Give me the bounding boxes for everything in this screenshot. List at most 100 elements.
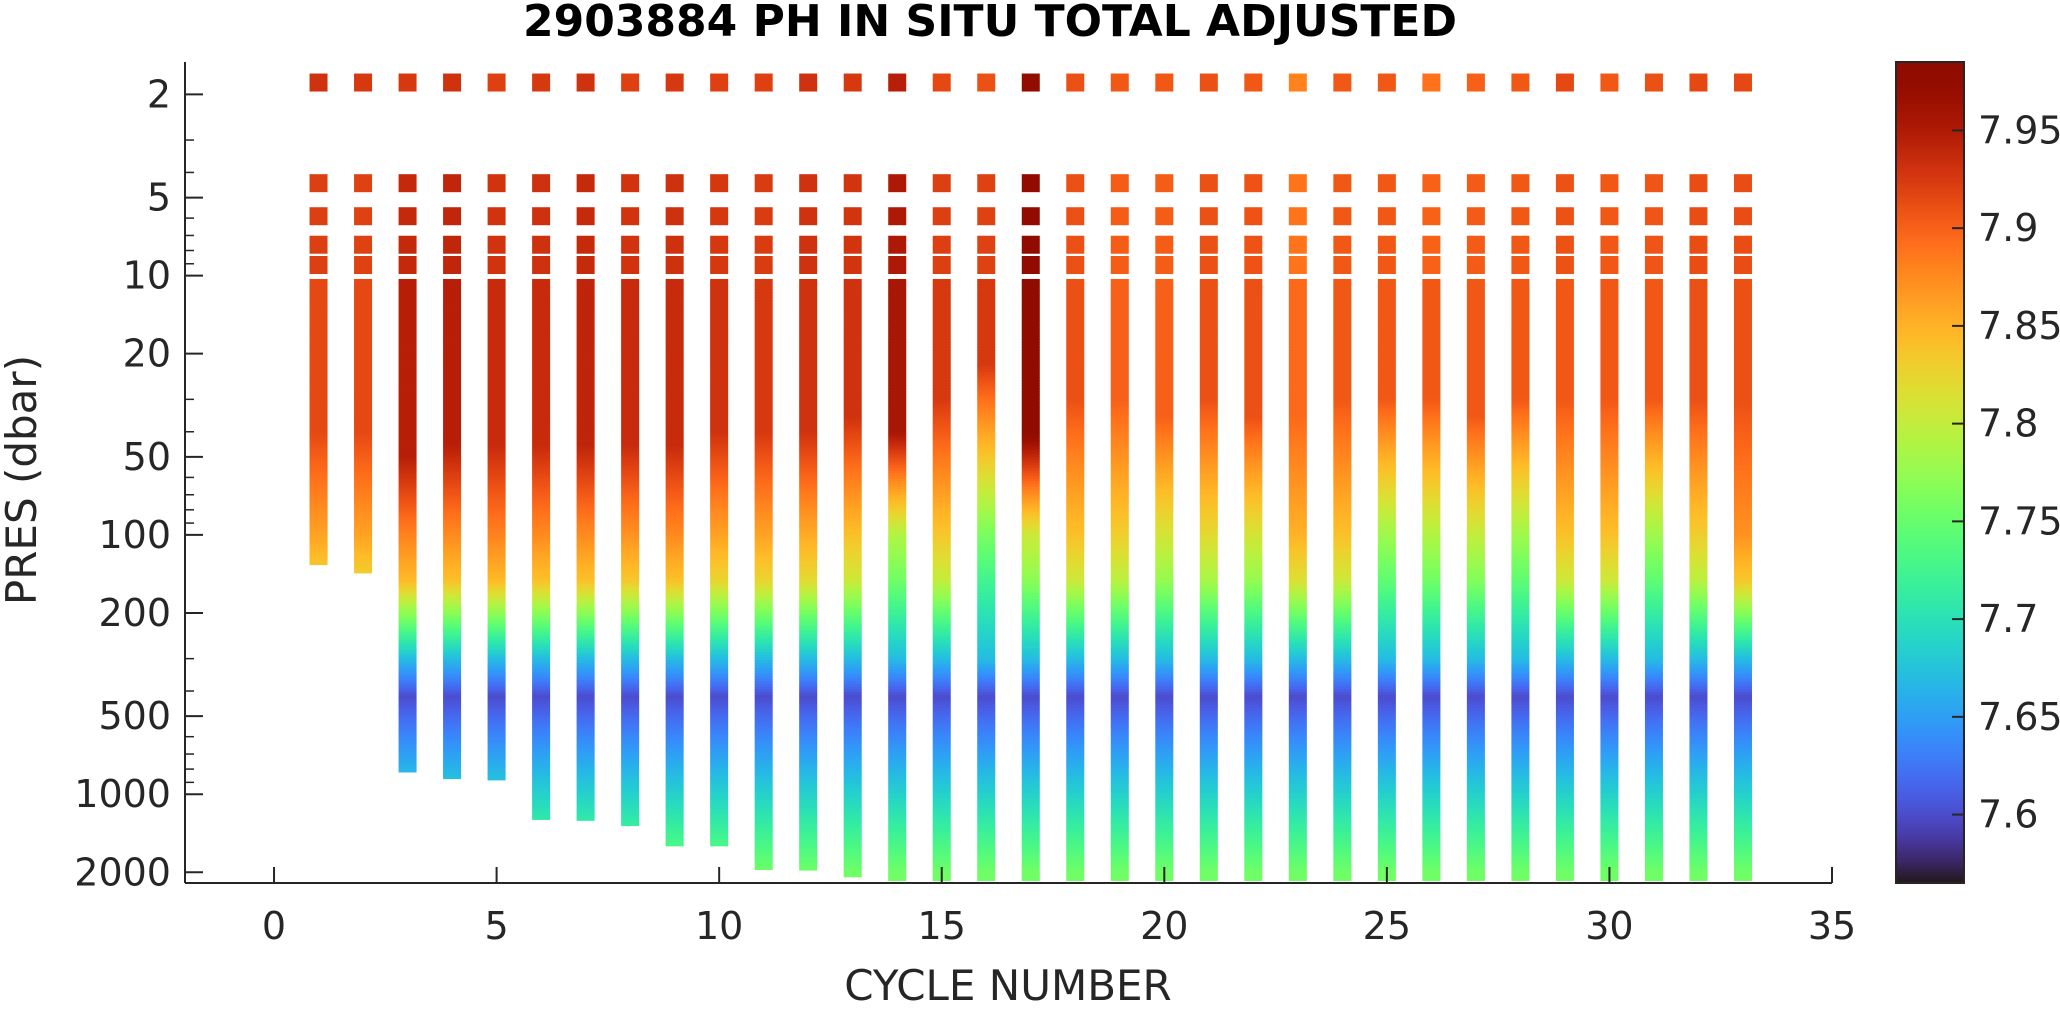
sample-marker	[487, 73, 506, 92]
profile-cycle-20	[1155, 73, 1174, 882]
profile-segment	[843, 819, 862, 823]
profile-segment	[710, 740, 729, 744]
profile-segment	[1155, 842, 1174, 846]
profile-segment	[799, 429, 818, 433]
profile-segment	[532, 423, 551, 427]
profile-segment	[576, 362, 595, 366]
profile-segment	[532, 571, 551, 575]
profile-segment	[309, 372, 328, 375]
profile-segment	[977, 587, 996, 592]
profile-segment	[532, 384, 551, 388]
profile-segment	[1021, 708, 1040, 712]
profile-segment	[354, 476, 373, 479]
profile-segment	[799, 647, 818, 651]
sample-marker	[621, 73, 640, 92]
profile-segment	[354, 534, 373, 537]
profile-segment	[1066, 459, 1085, 463]
profile-segment	[710, 528, 729, 533]
profile-segment	[1066, 746, 1085, 750]
profile-segment	[309, 543, 328, 546]
profile-segment	[710, 554, 729, 558]
profile-segment	[710, 745, 729, 749]
profile-segment	[1155, 341, 1174, 346]
profile-segment	[1199, 404, 1218, 409]
profile-segment	[1155, 527, 1174, 532]
profile-segment	[576, 761, 595, 765]
profile-segment	[754, 496, 773, 500]
profile-segment	[443, 587, 462, 591]
profile-segment	[532, 558, 551, 563]
profile-segment	[977, 869, 996, 873]
profile-segment	[621, 783, 640, 787]
profile-segment	[1021, 590, 1040, 594]
profile-segment	[977, 306, 996, 310]
profile-segment	[532, 527, 551, 531]
profile-segment	[621, 437, 640, 442]
profile-segment	[754, 767, 773, 771]
profile-segment	[443, 378, 462, 382]
profile-segment	[354, 347, 373, 350]
profile-segment	[754, 670, 773, 675]
profile-segment	[754, 313, 773, 318]
profile-segment	[665, 716, 684, 721]
profile-segment	[843, 691, 862, 696]
profile-segment	[754, 719, 773, 723]
profile-segment	[754, 829, 773, 833]
profile-segment	[443, 608, 462, 612]
profile-segment	[665, 472, 684, 476]
profile-segment	[665, 307, 684, 311]
profile-segment	[888, 484, 907, 488]
profile-segment	[799, 614, 818, 619]
profile-segment	[1155, 650, 1174, 655]
profile-segment	[888, 391, 907, 395]
profile-segment	[621, 529, 640, 533]
profile-segment	[621, 572, 640, 576]
profile-segment	[354, 510, 373, 512]
profile-segment	[888, 694, 907, 698]
profile-segment	[665, 814, 684, 818]
profile-segment	[754, 574, 773, 578]
profile-segment	[1066, 470, 1085, 474]
profile-segment	[977, 330, 996, 335]
profile-segment	[309, 341, 328, 344]
profile-segment	[1110, 762, 1129, 767]
profile-segment	[621, 693, 640, 697]
profile-segment	[398, 554, 417, 558]
profile-segment	[398, 496, 417, 500]
profile-segment	[888, 374, 907, 378]
profile-segment	[1066, 773, 1085, 778]
profile-segment	[843, 420, 862, 424]
profile-segment	[1021, 407, 1040, 411]
profile-cycle-17	[1021, 73, 1040, 882]
profile-segment	[799, 469, 818, 473]
profile-segment	[398, 527, 417, 531]
profile-segment	[665, 508, 684, 512]
profile-segment	[710, 322, 729, 326]
sample-marker	[1155, 235, 1174, 254]
profile-segment	[398, 572, 417, 576]
profile-segment	[1110, 503, 1129, 507]
profile-segment	[487, 458, 506, 462]
profile-segment	[487, 547, 506, 551]
profile-segment	[843, 507, 862, 511]
profile-segment	[398, 693, 417, 697]
profile-segment	[398, 567, 417, 571]
profile-segment	[710, 832, 729, 837]
profile-segment	[1066, 642, 1085, 646]
profile-segment	[1110, 740, 1129, 745]
profile-segment	[710, 698, 729, 703]
profile-segment	[843, 615, 862, 620]
profile-segment	[754, 802, 773, 806]
profile-segment	[443, 487, 462, 491]
sample-marker	[710, 256, 729, 275]
profile-segment	[754, 788, 773, 793]
profile-segment	[710, 796, 729, 800]
profile-segment	[1066, 626, 1085, 630]
profile-cycle-1	[309, 73, 328, 566]
profile-segment	[665, 523, 684, 527]
profile-segment	[532, 318, 551, 322]
profile-segment	[532, 480, 551, 484]
profile-segment	[532, 750, 551, 754]
profile-segment	[621, 278, 640, 283]
profile-segment	[710, 600, 729, 605]
